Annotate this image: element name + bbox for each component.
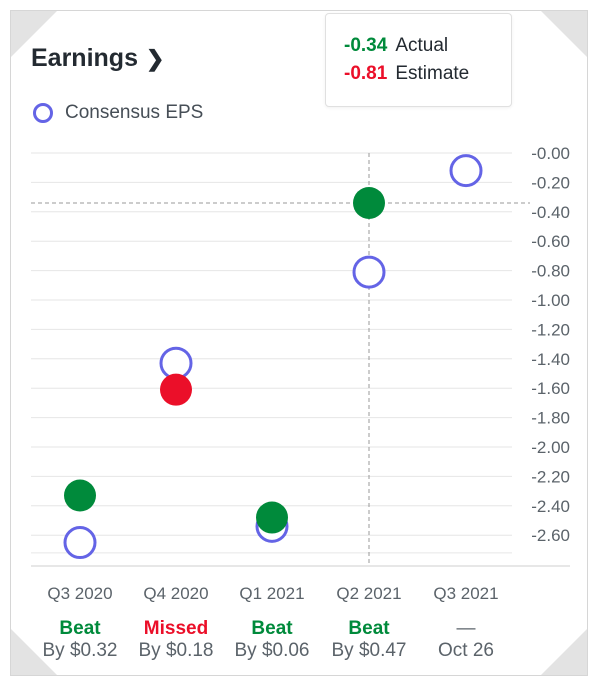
quarter-column: Q1 2021 Beat By $0.06 <box>217 584 327 662</box>
y-tick-label: -0.80 <box>531 262 570 281</box>
tooltip-estimate-value: -0.81 <box>344 63 388 84</box>
y-tick-label: -1.20 <box>531 320 570 339</box>
corner-decoration <box>541 629 587 675</box>
earnings-result-detail: By $0.18 <box>138 640 214 661</box>
y-tick-label: -1.60 <box>531 379 570 398</box>
tooltip-actual-value: -0.34 <box>344 35 388 56</box>
earnings-title: Earnings <box>31 44 138 72</box>
earnings-result-status: Missed <box>143 618 209 639</box>
consensus-eps-point <box>352 255 386 289</box>
legend-consensus-label: Consensus EPS <box>65 102 204 123</box>
tooltip-actual-row: -0.34 Actual <box>344 35 448 57</box>
earnings-result-status: Beat <box>59 618 101 639</box>
y-tick-label: -2.40 <box>531 497 570 516</box>
x-tick-label: Q3 2021 <box>433 584 499 603</box>
consensus-ring-icon <box>33 103 53 123</box>
x-tick-label: Q2 2021 <box>336 584 402 603</box>
consensus-eps-point <box>63 526 97 560</box>
chevron-right-icon: ❯ <box>145 46 165 71</box>
y-tick-label: -1.80 <box>531 409 570 428</box>
earnings-result-status: Beat <box>251 618 293 639</box>
corner-decoration <box>11 629 57 675</box>
actual-eps-point <box>160 373 192 406</box>
earnings-result-detail: Oct 26 <box>438 640 494 661</box>
y-tick-label: -2.00 <box>531 438 570 457</box>
x-tick-label: Q3 2020 <box>47 584 113 603</box>
earnings-title-link[interactable]: Earnings ❯ <box>31 44 164 73</box>
x-tick-label: Q1 2021 <box>239 584 305 603</box>
eps-tooltip: -0.34 Actual -0.81 Estimate <box>325 13 512 107</box>
earnings-result-detail: By $0.06 <box>234 640 310 661</box>
quarter-column: Q2 2021 Beat By $0.47 <box>314 584 424 662</box>
earnings-result-status: — <box>456 618 476 639</box>
x-tick-label: Q4 2020 <box>143 584 209 603</box>
y-tick-label: -2.60 <box>531 526 570 545</box>
y-tick-label: -1.40 <box>531 350 570 369</box>
tooltip-estimate-row: -0.81 Estimate <box>344 63 469 85</box>
y-tick-label: -0.20 <box>531 173 570 192</box>
chart-legend: Consensus EPS <box>33 102 203 124</box>
quarter-column: Q3 2020 Beat By $0.32 <box>25 584 135 662</box>
y-tick-label: -0.60 <box>531 232 570 251</box>
y-tick-label: -2.20 <box>531 467 570 486</box>
corner-decoration <box>541 11 587 57</box>
corner-decoration <box>11 11 57 57</box>
actual-eps-point <box>353 186 385 219</box>
y-tick-label: -0.00 <box>531 144 570 163</box>
tooltip-estimate-label: Estimate <box>395 63 470 84</box>
consensus-eps-point <box>449 154 483 188</box>
earnings-card <box>10 10 588 676</box>
earnings-result-detail: By $0.47 <box>331 640 407 661</box>
earnings-result-detail: By $0.32 <box>42 640 118 661</box>
earnings-result-status: Beat <box>348 618 390 639</box>
tooltip-actual-label: Actual <box>395 35 449 56</box>
y-tick-label: -0.40 <box>531 203 570 222</box>
actual-eps-point <box>256 501 288 534</box>
quarter-column: Q3 2021 — Oct 26 <box>411 584 521 662</box>
actual-eps-point <box>64 479 96 512</box>
y-tick-label: -1.00 <box>531 291 570 310</box>
quarter-column: Q4 2020 Missed By $0.18 <box>121 584 231 662</box>
